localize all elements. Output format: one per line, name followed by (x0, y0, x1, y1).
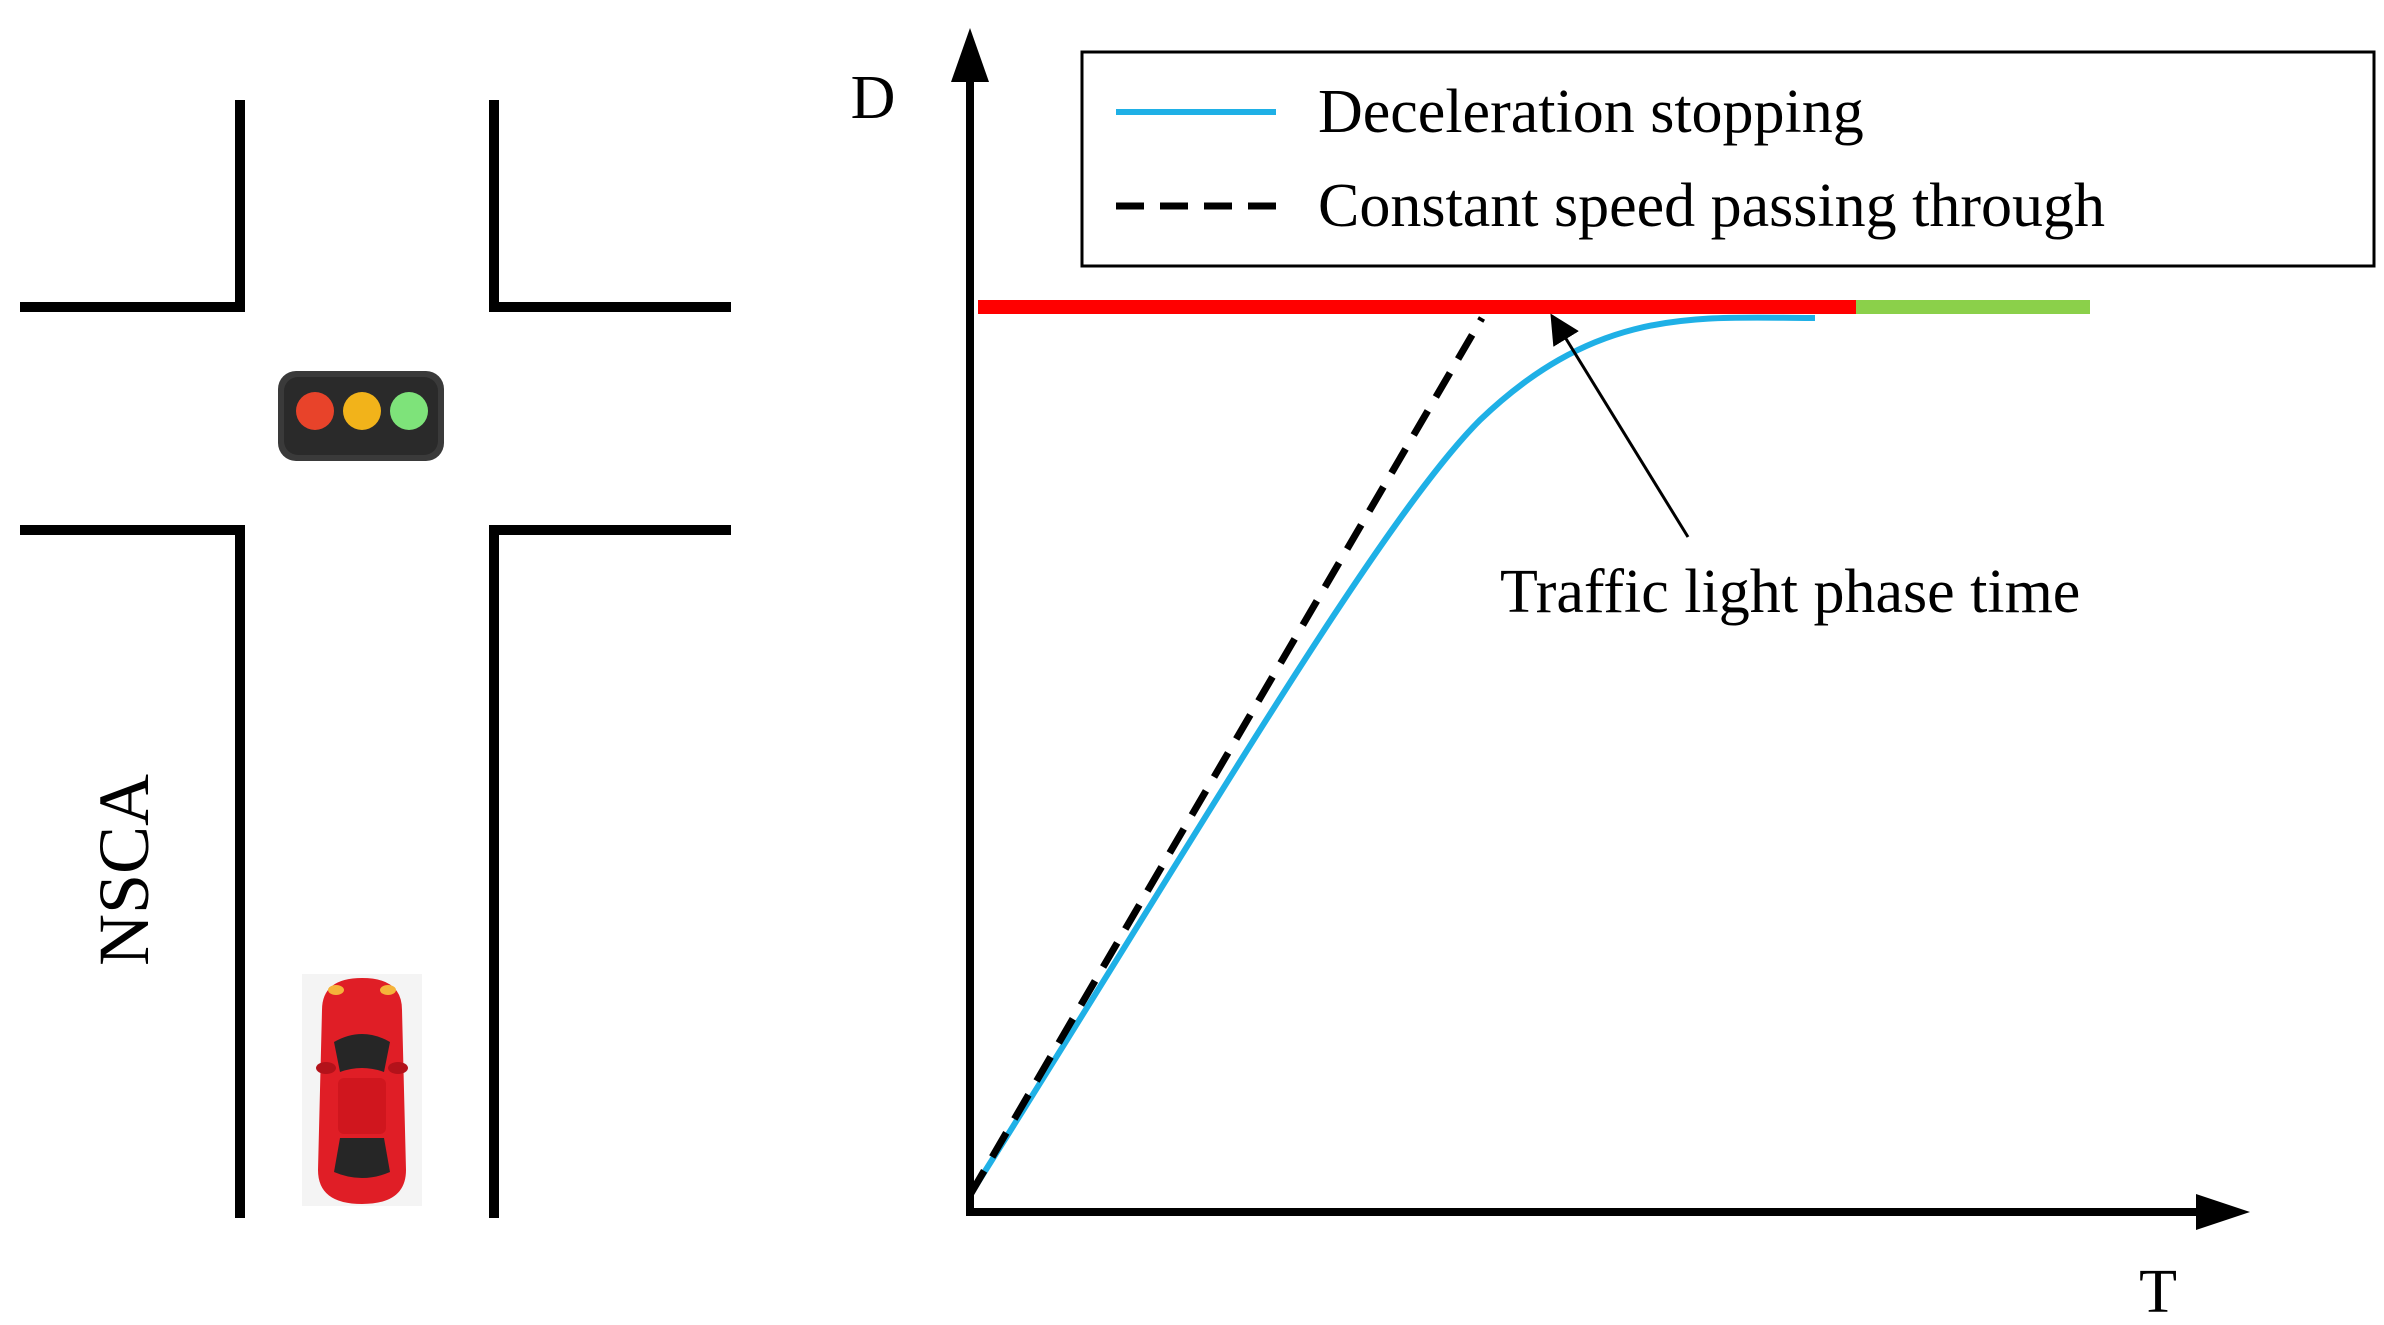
car-icon (302, 974, 422, 1206)
road-edge-top-left (20, 100, 245, 312)
legend-label-constant-speed: Constant speed passing through (1318, 172, 2105, 240)
road-edge-top-right (489, 100, 731, 312)
traffic-light-yellow (343, 392, 381, 430)
intersection-scene (20, 100, 731, 1218)
deceleration-stopping-curve (967, 314, 1816, 1197)
vertical-label: NSCA (84, 774, 164, 966)
constant-speed-line (966, 316, 1486, 1197)
y-axis-arrow-icon (951, 28, 989, 82)
road-edge-bottom-right (489, 525, 731, 1218)
chart: D T Traffic light phase time Deceleratio… (851, 28, 2376, 1325)
traffic-light-icon (278, 371, 444, 461)
y-axis-label: D (851, 64, 896, 132)
legend-label-deceleration: Deceleration stopping (1318, 78, 1864, 146)
road-edge-bottom-left (20, 525, 245, 1218)
annotation-arrow (1550, 313, 1690, 538)
x-axis-arrow-icon (2196, 1194, 2250, 1230)
x-axis-label: T (2139, 1258, 2177, 1325)
traffic-light-green (390, 392, 428, 430)
phase-time-annotation: Traffic light phase time (1500, 558, 2080, 626)
traffic-light-red (296, 392, 334, 430)
legend: Deceleration stopping Constant speed pas… (1080, 50, 2376, 268)
